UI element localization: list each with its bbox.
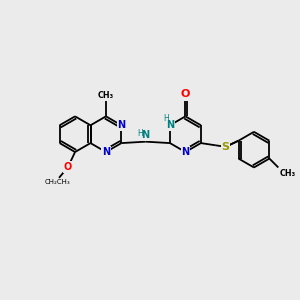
Text: S: S (222, 142, 230, 152)
Text: N: N (142, 130, 150, 140)
Text: H: H (163, 114, 169, 123)
Text: N: N (182, 147, 190, 157)
Text: O: O (181, 89, 190, 99)
Text: N: N (102, 147, 110, 157)
Text: O: O (64, 162, 72, 172)
Text: CH₃: CH₃ (98, 91, 114, 100)
Text: N: N (166, 120, 174, 130)
Text: CH₂CH₃: CH₂CH₃ (45, 179, 70, 185)
Text: CH₃: CH₃ (280, 169, 296, 178)
Text: N: N (117, 120, 125, 130)
Text: H: H (138, 128, 143, 137)
